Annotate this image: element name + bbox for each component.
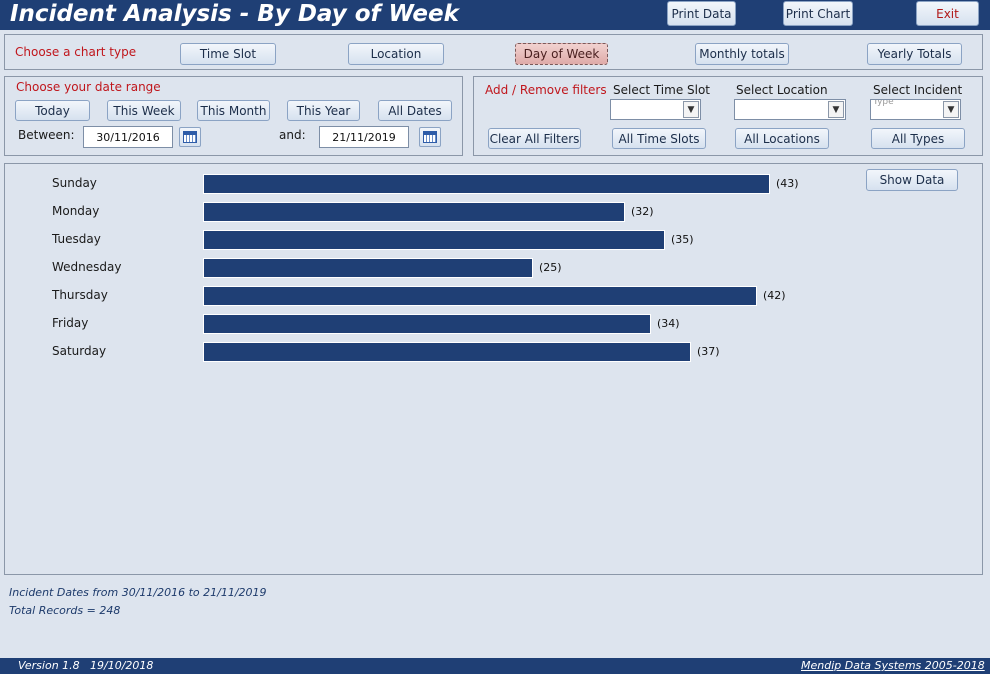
all-locations-button[interactable]: All Locations — [735, 128, 829, 149]
today-button[interactable]: Today — [15, 100, 90, 121]
start-date-field[interactable]: 30/11/2016 — [83, 126, 173, 148]
bar-value-monday: (32) — [631, 205, 654, 218]
bar-value-sunday: (43) — [776, 177, 799, 190]
day-label-wednesday: Wednesday — [52, 260, 122, 274]
page-title: Incident Analysis - By Day of Week — [10, 1, 459, 27]
print-chart-button[interactable]: Print Chart — [783, 1, 853, 26]
chart-type-panel — [4, 34, 983, 70]
chart-type-time-slot-button[interactable]: Time Slot — [180, 43, 276, 65]
time-slot-filter-label: Select Time Slot — [613, 83, 711, 97]
show-data-button[interactable]: Show Data — [866, 169, 958, 191]
bar-wednesday — [203, 258, 533, 278]
bar-saturday — [203, 342, 691, 362]
print-data-button[interactable]: Print Data — [667, 1, 736, 26]
company-link[interactable]: Mendip Data Systems 2005-2018 — [801, 659, 985, 672]
day-label-friday: Friday — [52, 316, 89, 330]
bar-monday — [203, 202, 625, 222]
clear-all-filters-button[interactable]: Clear All Filters — [488, 128, 581, 149]
date-range-summary: Incident Dates from 30/11/2016 to 21/11/… — [9, 586, 267, 599]
filters-label: Add / Remove filters — [485, 83, 607, 97]
incident-type-filter-label: Select Incident — [873, 83, 963, 97]
chart-type-yearly-totals-button[interactable]: Yearly Totals — [867, 43, 962, 65]
total-records-summary: Total Records = 248 — [9, 604, 121, 617]
chart-type-location-button[interactable]: Location — [348, 43, 444, 65]
bar-value-friday: (34) — [657, 317, 680, 330]
end-date-field[interactable]: 21/11/2019 — [319, 126, 409, 148]
chart-area — [4, 163, 983, 575]
chart-type-monthly-totals-button[interactable]: Monthly totals — [695, 43, 789, 65]
chart-type-day-of-week-button[interactable]: Day of Week — [515, 43, 608, 65]
all-time-slots-button[interactable]: All Time Slots — [612, 128, 706, 149]
bar-value-thursday: (42) — [763, 289, 786, 302]
day-label-monday: Monday — [52, 204, 100, 218]
and-label: and: — [279, 128, 306, 142]
exit-button[interactable]: Exit — [916, 1, 979, 26]
bar-thursday — [203, 286, 757, 306]
calendar-icon — [183, 131, 197, 143]
bar-friday — [203, 314, 651, 334]
calendar-icon — [423, 131, 437, 143]
this-month-button[interactable]: This Month — [197, 100, 270, 121]
chart-type-label: Choose a chart type — [15, 45, 137, 59]
incident-type-label-overflow: Type — [873, 99, 894, 107]
bar-tuesday — [203, 230, 665, 250]
start-date-calendar-button[interactable] — [179, 127, 201, 147]
date-range-label: Choose your date range — [16, 80, 161, 94]
between-label: Between: — [18, 128, 75, 142]
time-slot-select[interactable]: ▼ — [610, 99, 701, 120]
this-week-button[interactable]: This Week — [107, 100, 181, 121]
version-text: Version 1.8 — [18, 659, 80, 672]
all-types-button[interactable]: All Types — [871, 128, 965, 149]
day-label-saturday: Saturday — [52, 344, 107, 358]
day-label-tuesday: Tuesday — [52, 232, 101, 246]
location-select[interactable]: ▼ — [734, 99, 846, 120]
incident-type-select[interactable]: Type ▼ — [870, 99, 961, 120]
day-label-thursday: Thursday — [52, 288, 108, 302]
bar-value-saturday: (37) — [697, 345, 720, 358]
bar-value-tuesday: (35) — [671, 233, 694, 246]
location-filter-label: Select Location — [736, 83, 828, 97]
bar-sunday — [203, 174, 770, 194]
end-date-calendar-button[interactable] — [419, 127, 441, 147]
day-label-sunday: Sunday — [52, 176, 97, 190]
all-dates-button[interactable]: All Dates — [378, 100, 452, 121]
chevron-down-icon: ▼ — [683, 101, 699, 118]
version-date: 19/10/2018 — [90, 659, 154, 672]
chevron-down-icon: ▼ — [943, 101, 959, 118]
chevron-down-icon: ▼ — [828, 101, 844, 118]
this-year-button[interactable]: This Year — [287, 100, 360, 121]
bar-value-wednesday: (25) — [539, 261, 562, 274]
footer-bar — [0, 658, 990, 674]
